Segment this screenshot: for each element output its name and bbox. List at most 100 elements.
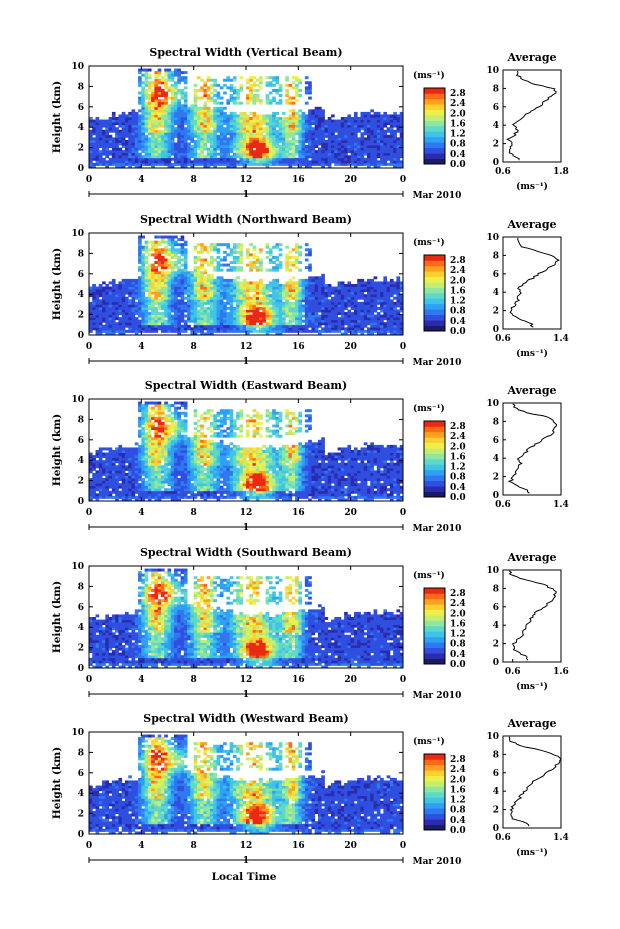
heatmap-cell bbox=[213, 294, 217, 298]
heatmap-cell bbox=[157, 124, 162, 128]
heatmap-cell bbox=[298, 137, 302, 141]
heatmap-cell bbox=[268, 329, 273, 333]
heatmap-cell bbox=[187, 119, 191, 123]
heatmap-cell bbox=[190, 301, 195, 305]
heatmap-cell bbox=[167, 132, 172, 136]
heatmap-cell bbox=[95, 129, 100, 133]
heatmap-cell bbox=[170, 137, 175, 141]
heatmap-cell bbox=[285, 162, 289, 166]
heatmap-cell bbox=[334, 289, 338, 293]
heatmap-cell bbox=[252, 88, 257, 92]
x-tick-label: 16 bbox=[292, 342, 305, 352]
heatmap-cell bbox=[370, 327, 374, 331]
heatmap-cell bbox=[213, 139, 217, 143]
heatmap-cell bbox=[219, 296, 224, 300]
heatmap-cell bbox=[304, 139, 309, 143]
heatmap-cell bbox=[196, 301, 201, 305]
heatmap-cell bbox=[327, 284, 332, 287]
heatmap-cell bbox=[187, 301, 191, 305]
heatmap-cell bbox=[246, 139, 250, 143]
heatmap-cell bbox=[255, 124, 260, 128]
heatmap-cell bbox=[164, 245, 168, 249]
heatmap-cell bbox=[239, 258, 244, 262]
heatmap-cell bbox=[278, 266, 283, 270]
heatmap-cell bbox=[183, 322, 188, 326]
heatmap-cell bbox=[111, 327, 116, 331]
heatmap-cell bbox=[275, 78, 280, 82]
heatmap-cell bbox=[180, 160, 185, 164]
heatmap-cell bbox=[275, 332, 280, 336]
heatmap-cell bbox=[353, 319, 358, 323]
heatmap-cell bbox=[278, 86, 283, 90]
heatmap-cell bbox=[265, 299, 270, 303]
heatmap-cell bbox=[196, 281, 201, 285]
heatmap-cell bbox=[301, 139, 306, 143]
heatmap-cell bbox=[301, 147, 306, 151]
heatmap-cell bbox=[370, 281, 374, 285]
heatmap-cell bbox=[281, 289, 286, 293]
heatmap-cell bbox=[206, 94, 211, 97]
heatmap-cell bbox=[124, 134, 129, 138]
heatmap-cell bbox=[170, 286, 175, 290]
heatmap-cell bbox=[167, 104, 172, 108]
heatmap-cell bbox=[193, 276, 198, 280]
heatmap-cell bbox=[105, 332, 110, 336]
heatmap-cell bbox=[216, 284, 221, 287]
heatmap-cell bbox=[321, 109, 325, 113]
heatmap-cell bbox=[376, 324, 381, 328]
heatmap-cell bbox=[174, 109, 178, 113]
heatmap-cell bbox=[213, 162, 217, 166]
heatmap-cell bbox=[291, 261, 296, 264]
heatmap-cell bbox=[353, 324, 358, 328]
heatmap-cell bbox=[183, 261, 188, 264]
heatmap-cell bbox=[281, 306, 286, 310]
heatmap-cell bbox=[144, 322, 149, 326]
heatmap-cell bbox=[219, 109, 224, 113]
heatmap-cell bbox=[223, 162, 227, 166]
heatmap-cell bbox=[370, 284, 374, 287]
heatmap-cell bbox=[295, 160, 299, 164]
heatmap-cell bbox=[327, 306, 332, 310]
heatmap-cell bbox=[239, 253, 244, 257]
heatmap-cell bbox=[239, 304, 244, 308]
heatmap-cell bbox=[154, 99, 159, 103]
heatmap-cell bbox=[285, 263, 289, 267]
heatmap-cell bbox=[206, 261, 211, 264]
heatmap-cell bbox=[216, 276, 221, 280]
heatmap-cell bbox=[200, 139, 204, 143]
heatmap-cell bbox=[383, 134, 388, 138]
heatmap-cell bbox=[196, 160, 201, 164]
heatmap-cell bbox=[268, 309, 273, 313]
local-time-xlabel: Local Time bbox=[212, 871, 277, 883]
heatmap-cell bbox=[98, 314, 103, 318]
heatmap-cell bbox=[144, 314, 149, 318]
heatmap-cell bbox=[373, 306, 378, 310]
heatmap-cell bbox=[147, 137, 152, 141]
heatmap-cell bbox=[160, 162, 165, 166]
heatmap-cell bbox=[291, 152, 296, 156]
heatmap-cell bbox=[272, 301, 276, 305]
heatmap-cell bbox=[131, 129, 136, 133]
heatmap-cell bbox=[331, 314, 335, 318]
heatmap-cell bbox=[105, 483, 110, 487]
heatmap-cell bbox=[242, 127, 247, 131]
heatmap-cell bbox=[108, 127, 113, 131]
heatmap-cell bbox=[160, 122, 165, 126]
heatmap-cell bbox=[183, 111, 188, 115]
heatmap-cell bbox=[393, 132, 397, 136]
heatmap-cell bbox=[275, 322, 280, 326]
heatmap-cell bbox=[147, 147, 152, 151]
heatmap-cell bbox=[138, 71, 142, 75]
heatmap-cell bbox=[200, 289, 204, 293]
heatmap-cell bbox=[259, 142, 263, 146]
heatmap-cell bbox=[180, 281, 185, 285]
heatmap-cell bbox=[95, 155, 100, 159]
heatmap-cell bbox=[331, 145, 335, 148]
heatmap-cell bbox=[275, 294, 280, 298]
heatmap-cell bbox=[229, 162, 234, 166]
heatmap-cell bbox=[367, 294, 371, 298]
heatmap-cell bbox=[210, 129, 214, 133]
heatmap-cell bbox=[389, 314, 394, 318]
heatmap-cell bbox=[278, 122, 283, 126]
heatmap-cell bbox=[226, 145, 231, 148]
